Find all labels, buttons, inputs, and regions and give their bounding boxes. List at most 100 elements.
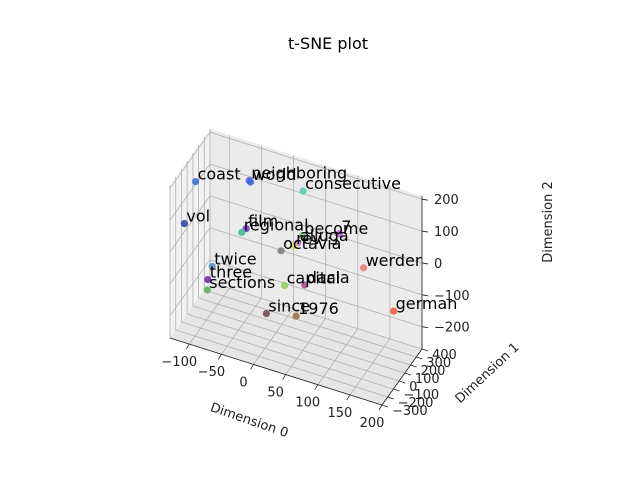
grid-line-z bbox=[169, 163, 423, 232]
x-tick bbox=[282, 374, 286, 380]
data-point bbox=[298, 232, 306, 240]
data-point bbox=[203, 286, 211, 294]
point-label: twice bbox=[214, 249, 256, 268]
x-tick-label: −100 bbox=[161, 355, 197, 370]
data-point bbox=[301, 281, 309, 289]
y-tick-label: 400 bbox=[432, 348, 457, 363]
x-tick-label: 150 bbox=[327, 406, 352, 421]
x-tick-label: 200 bbox=[360, 416, 385, 431]
data-point bbox=[360, 264, 368, 272]
data-point bbox=[262, 310, 270, 318]
point-label: octavia bbox=[283, 234, 341, 253]
data-point bbox=[238, 228, 246, 236]
data-point bbox=[299, 187, 307, 195]
data-point bbox=[390, 307, 398, 315]
z-tick-label: −200 bbox=[434, 321, 470, 336]
point-label: werder bbox=[366, 251, 422, 270]
point-label: world bbox=[253, 165, 297, 184]
point-label: alluga bbox=[300, 226, 349, 245]
z-tick bbox=[421, 262, 429, 265]
y-tick bbox=[381, 404, 389, 408]
y-tick-label: 200 bbox=[421, 364, 446, 379]
y-tick bbox=[387, 396, 394, 400]
point-label: 1976 bbox=[298, 299, 339, 318]
y-tick-label: 100 bbox=[415, 372, 440, 387]
point-label: rev bbox=[296, 229, 322, 248]
pane-back bbox=[210, 129, 422, 349]
x-tick-label: −50 bbox=[198, 365, 225, 380]
z-tick bbox=[421, 326, 429, 329]
data-point bbox=[246, 178, 255, 186]
z-tick bbox=[421, 198, 429, 201]
chart-title: t-SNE plot bbox=[288, 34, 368, 53]
point-label: neighboring bbox=[251, 164, 347, 183]
y-tick-label: 300 bbox=[426, 356, 451, 371]
y-tick bbox=[416, 356, 423, 360]
grid-line-y bbox=[198, 145, 411, 366]
data-point bbox=[208, 262, 216, 270]
z-tick-label: −100 bbox=[434, 289, 470, 304]
axis-lines bbox=[169, 196, 423, 406]
point-label: since bbox=[268, 297, 310, 316]
pane-floor bbox=[170, 282, 422, 405]
grid-line-z bbox=[169, 131, 423, 200]
point-label: vol bbox=[186, 207, 210, 226]
point-label: sections bbox=[209, 273, 275, 292]
point-label: dacia bbox=[307, 268, 350, 287]
z-tick-label: 0 bbox=[434, 257, 442, 272]
point-label: german bbox=[396, 294, 458, 313]
y-tick-label: 0 bbox=[409, 380, 417, 395]
y-tick bbox=[404, 372, 411, 376]
tick-marks: −100−50050100150200−300−200−100010020030… bbox=[161, 193, 469, 431]
z-tick-label: 200 bbox=[434, 193, 459, 208]
y-axis-label: Dimension 1 bbox=[453, 340, 523, 407]
point-label: regional bbox=[244, 215, 309, 234]
data-point bbox=[292, 312, 300, 320]
point-label: consecutive bbox=[305, 174, 401, 193]
data-point bbox=[277, 247, 285, 255]
grid-line-y bbox=[186, 161, 400, 382]
z-axis-label: Dimension 2 bbox=[541, 181, 556, 263]
data-point bbox=[335, 230, 343, 238]
x-axis-label: Dimension 0 bbox=[208, 400, 290, 441]
grid-line-y bbox=[175, 177, 388, 398]
x-tick-label: 50 bbox=[267, 386, 284, 401]
x-tick-label: 100 bbox=[295, 396, 320, 411]
y-axis-line bbox=[381, 348, 423, 406]
x-tick bbox=[378, 404, 383, 411]
x-tick-label: 0 bbox=[239, 375, 247, 390]
point-label: coast bbox=[198, 165, 241, 184]
point-label: film bbox=[248, 212, 278, 231]
data-point bbox=[204, 276, 212, 284]
x-tick bbox=[314, 384, 319, 390]
grid-line-y bbox=[180, 169, 394, 390]
data-point bbox=[192, 178, 200, 186]
y-tick bbox=[421, 348, 429, 352]
x-tick bbox=[185, 343, 190, 350]
grid-line-z bbox=[169, 259, 423, 328]
grid-line-z bbox=[169, 227, 423, 296]
z-tick bbox=[421, 230, 429, 233]
z-tick bbox=[421, 294, 429, 297]
grid-line-y bbox=[192, 153, 406, 374]
pane-left bbox=[170, 129, 210, 338]
point-label: capital bbox=[287, 269, 341, 288]
y-tick-label: −300 bbox=[392, 404, 428, 419]
data-points bbox=[180, 177, 398, 320]
data-point bbox=[180, 220, 188, 228]
data-point bbox=[281, 281, 289, 290]
point-label: 7 bbox=[341, 217, 351, 236]
y-tick bbox=[410, 364, 417, 368]
point-label: three bbox=[210, 263, 252, 282]
grid-line-z bbox=[169, 195, 423, 264]
x-tick bbox=[250, 364, 254, 370]
point-label: become bbox=[304, 219, 368, 238]
axis-panes bbox=[170, 129, 422, 405]
x-axis-line bbox=[169, 337, 383, 406]
x-tick bbox=[346, 394, 351, 401]
y-tick-label: −100 bbox=[403, 388, 439, 403]
y-tick-label: −200 bbox=[398, 396, 434, 411]
